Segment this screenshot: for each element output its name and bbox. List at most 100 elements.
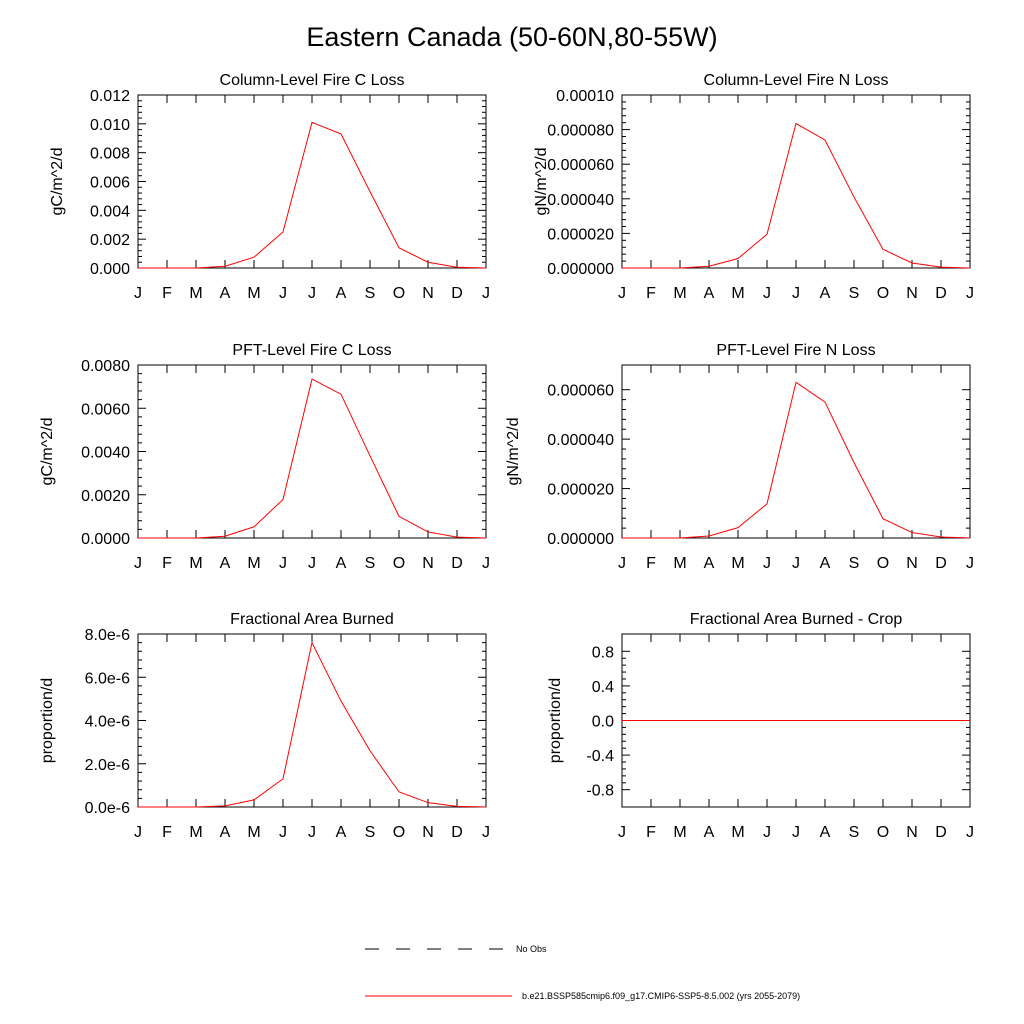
y-tick-label: 0.002 xyxy=(90,232,130,249)
x-tick-label: M xyxy=(673,824,686,841)
x-tick-label: O xyxy=(877,824,889,841)
plot-frame xyxy=(137,364,487,539)
x-tick-label: J xyxy=(279,285,287,302)
y-tick-label: 4.0e-6 xyxy=(85,714,130,731)
x-tick-label: N xyxy=(422,824,434,841)
y-tick-label: 2.0e-6 xyxy=(85,757,130,774)
x-tick-label: A xyxy=(220,555,231,572)
x-tick-label: N xyxy=(422,285,434,302)
x-tick-label: D xyxy=(451,285,463,302)
y-axis-label: gC/m^2/d xyxy=(39,418,56,486)
x-tick-label: O xyxy=(393,555,405,572)
x-tick-label: F xyxy=(646,824,656,841)
x-tick-label: M xyxy=(731,285,744,302)
panel-title: Fractional Area Burned xyxy=(230,611,394,628)
x-tick-label: A xyxy=(704,555,715,572)
x-tick-label: D xyxy=(935,555,947,572)
x-tick-label: F xyxy=(646,555,656,572)
y-tick-label: -0.4 xyxy=(586,748,614,765)
series-line-1 xyxy=(138,378,487,539)
x-tick-label: F xyxy=(162,285,172,302)
y-tick-label: 6.0e-6 xyxy=(85,670,130,687)
x-tick-label: J xyxy=(966,555,974,572)
y-tick-label: 0.006 xyxy=(90,175,130,192)
x-tick-label: N xyxy=(906,285,918,302)
x-tick-label: J xyxy=(279,555,287,572)
x-tick-label: F xyxy=(162,824,172,841)
y-tick-label: 0.008 xyxy=(90,146,130,163)
x-tick-label: J xyxy=(618,285,626,302)
x-tick-label: J xyxy=(308,555,316,572)
y-tick-label: 0.000060 xyxy=(547,157,614,174)
x-tick-label: J xyxy=(792,285,800,302)
x-tick-label: A xyxy=(336,555,347,572)
panel-6: Fractional Area Burned - Crop proportion/… xyxy=(547,611,974,841)
x-tick-label: A xyxy=(336,285,347,302)
x-tick-label: J xyxy=(308,285,316,302)
x-tick-label: O xyxy=(393,285,405,302)
x-tick-label: O xyxy=(877,285,889,302)
x-tick-label: S xyxy=(849,824,860,841)
panel-title: PFT-Level Fire C Loss xyxy=(232,342,391,359)
x-tick-label: J xyxy=(134,555,142,572)
y-tick-label: 0.000040 xyxy=(547,192,614,209)
y-axis-label: gN/m^2/d xyxy=(533,148,550,216)
x-tick-label: J xyxy=(482,824,490,841)
y-tick-label: 0.0e-6 xyxy=(85,800,130,817)
y-tick-label: 0.000060 xyxy=(547,383,614,400)
y-tick-label: 0.000080 xyxy=(547,123,614,140)
x-tick-label: M xyxy=(673,555,686,572)
plot-frame xyxy=(621,364,971,539)
x-tick-label: M xyxy=(731,555,744,572)
legend-label-model: b.e21.BSSP585cmip6.f09_g17.CMIP6-SSP5-8.… xyxy=(522,991,800,1001)
x-tick-label: J xyxy=(482,555,490,572)
y-tick-label: 0.012 xyxy=(90,88,130,105)
y-axis-label: proportion/d xyxy=(39,678,56,763)
series-line-1 xyxy=(622,122,971,269)
y-tick-label: 0.000 xyxy=(90,261,130,278)
figure-title: Eastern Canada (50-60N,80-55W) xyxy=(306,22,718,52)
plot-frame xyxy=(137,94,487,269)
legend: No Obs b.e21.BSSP585cmip6.f09_g17.CMIP6-… xyxy=(365,944,800,1001)
x-tick-label: J xyxy=(966,285,974,302)
x-tick-label: N xyxy=(906,555,918,572)
x-tick-label: A xyxy=(336,824,347,841)
y-tick-label: 0.4 xyxy=(592,679,614,696)
x-tick-label: F xyxy=(646,285,656,302)
y-tick-label: -0.8 xyxy=(586,783,614,800)
x-tick-label: M xyxy=(673,285,686,302)
x-tick-label: O xyxy=(877,555,889,572)
x-tick-label: M xyxy=(189,285,202,302)
x-tick-label: J xyxy=(134,824,142,841)
y-tick-label: 0.000020 xyxy=(547,482,614,499)
x-tick-label: S xyxy=(365,824,376,841)
series-line-1 xyxy=(138,121,487,269)
y-tick-label: 0.0040 xyxy=(81,445,130,462)
x-tick-label: M xyxy=(247,824,260,841)
x-tick-label: A xyxy=(820,824,831,841)
x-tick-label: D xyxy=(451,824,463,841)
y-tick-label: 0.00010 xyxy=(556,88,614,105)
x-tick-label: J xyxy=(618,555,626,572)
y-tick-label: 0.000040 xyxy=(547,432,614,449)
panel-title: Column-Level Fire N Loss xyxy=(704,72,889,89)
y-tick-label: 0.004 xyxy=(90,203,130,220)
x-tick-label: J xyxy=(308,824,316,841)
plot-frame xyxy=(621,94,971,269)
series-line-1 xyxy=(138,641,487,808)
y-tick-label: 0.000000 xyxy=(547,531,614,548)
x-tick-label: M xyxy=(189,824,202,841)
x-tick-label: M xyxy=(731,824,744,841)
panel-title: Fractional Area Burned - Crop xyxy=(690,611,903,628)
y-tick-label: 0.8 xyxy=(592,644,614,661)
x-tick-label: O xyxy=(393,824,405,841)
x-tick-label: D xyxy=(935,285,947,302)
y-tick-label: 0.000000 xyxy=(547,261,614,278)
x-tick-label: J xyxy=(134,285,142,302)
x-tick-label: J xyxy=(792,555,800,572)
